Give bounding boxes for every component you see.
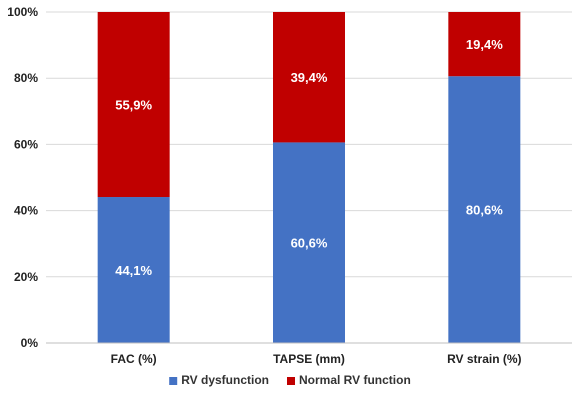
bar-segment bbox=[448, 76, 521, 344]
axis-layer: 0% 20% 40% 60% 80% 100% FAC (%) TAPSE (mm) RV st… bbox=[7, 5, 572, 366]
y-tick-label: 0% bbox=[21, 336, 39, 350]
data-label: 44,1% bbox=[115, 263, 152, 278]
bar-segment bbox=[273, 142, 345, 343]
legend-swatch bbox=[169, 377, 178, 385]
legend: RV dysfunction Normal RV function bbox=[169, 373, 411, 387]
y-tick-label: 20% bbox=[14, 270, 38, 284]
category-label: RV strain (%) bbox=[447, 352, 521, 366]
bar-segment bbox=[448, 12, 521, 77]
bar-segment bbox=[273, 12, 345, 143]
legend-label: Normal RV function bbox=[299, 373, 411, 387]
legend-label: RV dysfunction bbox=[181, 373, 269, 387]
category-label: TAPSE (mm) bbox=[273, 352, 345, 366]
y-tick-label: 40% bbox=[14, 204, 38, 218]
bar-segment bbox=[97, 197, 170, 343]
data-label: 19,4% bbox=[466, 37, 503, 52]
bar-segment bbox=[97, 12, 170, 198]
data-label: 80,6% bbox=[466, 203, 503, 218]
category-label: FAC (%) bbox=[111, 352, 157, 366]
legend-swatch bbox=[287, 377, 295, 385]
y-tick-label: 80% bbox=[14, 71, 38, 85]
y-tick-label: 100% bbox=[7, 5, 38, 19]
bar-layer bbox=[97, 12, 521, 344]
data-label: 39,4% bbox=[291, 70, 328, 85]
y-tick-label: 60% bbox=[14, 137, 38, 151]
data-label: 55,9% bbox=[115, 98, 152, 113]
data-label: 60,6% bbox=[291, 236, 328, 251]
label-layer: 44,1% 55,9% 60,6% 39,4% 80,6% 19,4% bbox=[115, 37, 503, 278]
